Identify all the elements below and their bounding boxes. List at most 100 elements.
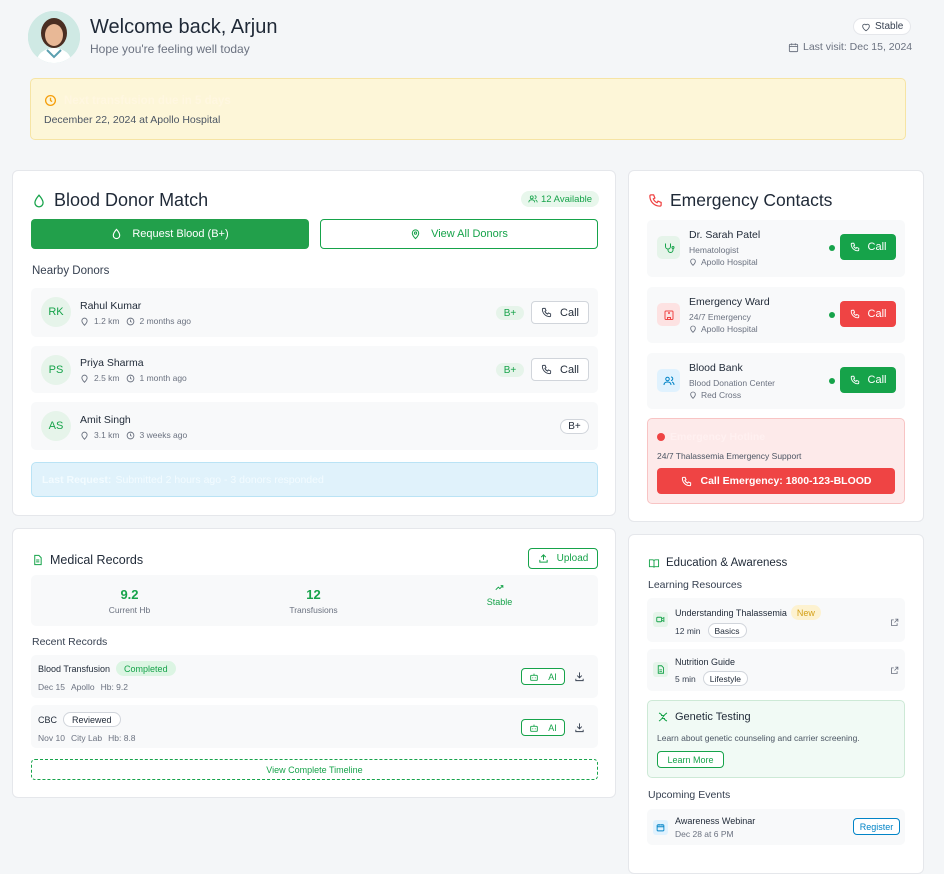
header-section: Welcome back, Arjun Hope you're feeling … xyxy=(12,0,924,156)
donor-name: Amit Singh xyxy=(80,414,131,426)
avatar xyxy=(28,11,80,63)
donor-name: Priya Sharma xyxy=(80,357,144,369)
resource-title: Nutrition Guide xyxy=(675,657,736,667)
bot-icon xyxy=(530,673,539,681)
view-all-donors-button[interactable]: View All Donors xyxy=(320,219,598,249)
external-link-icon[interactable] xyxy=(890,618,899,627)
phone-icon xyxy=(649,194,662,207)
last-request-label: Last Request: xyxy=(42,473,112,486)
upload-button[interactable]: Upload xyxy=(528,548,598,569)
bot-icon xyxy=(530,724,539,732)
genetic-title: Genetic Testing xyxy=(675,711,751,723)
resource-tag: Lifestyle xyxy=(702,671,748,686)
last-request-banner: Last Request: Submitted 2 hours ago - 3 … xyxy=(31,462,598,497)
last-visit: Last visit: Dec 15, 2024 xyxy=(788,41,912,53)
stat-trend-label: Stable xyxy=(486,597,513,607)
ai-analysis-button[interactable]: AI xyxy=(521,668,565,685)
learn-more-button[interactable]: Learn More xyxy=(657,751,724,768)
call-donor-button[interactable]: Call xyxy=(531,301,589,324)
phone-icon xyxy=(850,242,859,252)
contact-role: 24/7 Emergency xyxy=(689,312,751,322)
record-name: Blood Transfusion xyxy=(38,663,111,674)
clock-icon xyxy=(126,374,134,382)
record-name: CBC xyxy=(38,714,58,725)
donor-row: AS Amit Singh 3.1 km 3 weeks ago B+ xyxy=(31,402,598,450)
book-open-icon xyxy=(648,558,660,568)
status-badge-label: Stable xyxy=(875,21,904,32)
download-icon[interactable] xyxy=(574,722,585,733)
transfusion-alert: Next transfusion due in 5 days December … xyxy=(30,78,906,140)
donor-last-donation: 3 weeks ago xyxy=(139,430,188,440)
file-text-icon xyxy=(34,554,42,566)
map-pin-icon xyxy=(81,374,88,383)
contact-place: Red Cross xyxy=(689,390,741,400)
phone-icon xyxy=(541,364,552,375)
contact-name: Dr. Sarah Patel xyxy=(689,229,761,241)
contact-place: Apollo Hospital xyxy=(689,324,758,334)
donor-meta: 3.1 km 3 weeks ago xyxy=(80,430,187,440)
trending-up-icon xyxy=(495,585,504,591)
call-donor-button[interactable]: Call xyxy=(531,358,589,381)
hotline-title: Emergency Hotline xyxy=(670,431,766,443)
stat-hb: 9.2 Current Hb xyxy=(31,575,228,615)
droplet-icon xyxy=(34,193,44,207)
donor-distance: 3.1 km xyxy=(94,430,120,440)
donor-meta: 1.2 km 2 months ago xyxy=(80,316,191,326)
alert-detail: December 22, 2024 at Apollo Hospital xyxy=(44,114,221,126)
online-dot xyxy=(829,245,835,251)
clock-icon xyxy=(126,317,134,325)
contact-row: Emergency Ward 24/7 Emergency Apollo Hos… xyxy=(647,287,905,343)
resource-duration: 12 min xyxy=(675,625,701,636)
users-icon xyxy=(528,195,538,203)
resources-heading: Learning Resources xyxy=(648,579,742,591)
map-pin-icon xyxy=(81,317,88,326)
event-date: Dec 28 at 6 PM xyxy=(675,829,734,839)
register-button[interactable]: Register xyxy=(853,818,900,835)
stat-trend: Stable xyxy=(401,575,598,607)
dna-icon xyxy=(658,712,668,722)
records-card-title: Medical Records xyxy=(50,553,144,567)
call-emergency-ward-button[interactable]: Call xyxy=(840,301,896,327)
download-icon[interactable] xyxy=(574,671,585,682)
calendar-icon xyxy=(653,820,668,835)
last-visit-text: Last visit: Dec 15, 2024 xyxy=(803,41,913,53)
call-blood-bank-button[interactable]: Call xyxy=(840,367,896,393)
blood-group-badge: B+ xyxy=(560,419,589,434)
resource-row[interactable]: Nutrition Guide 5 min Lifestyle xyxy=(647,649,905,691)
resource-row[interactable]: Understanding Thalassemia New 12 min Bas… xyxy=(647,598,905,642)
event-name: Awareness Webinar xyxy=(675,816,756,826)
status-badge: Stable xyxy=(853,18,912,35)
view-timeline-button[interactable]: View Complete Timeline xyxy=(31,759,598,780)
emergency-card-title: Emergency Contacts xyxy=(670,190,833,210)
available-badge: 12 Available xyxy=(521,191,600,207)
record-meta: Nov 10 City Lab Hb: 8.8 xyxy=(38,733,136,743)
donor-initials: PS xyxy=(41,355,71,385)
call-doctor-button[interactable]: Call xyxy=(840,234,896,260)
available-count: 12 Available xyxy=(541,193,593,205)
view-all-donors-label: View All Donors xyxy=(431,228,508,240)
contact-role: Blood Donation Center xyxy=(689,378,776,388)
map-pin-icon xyxy=(690,258,696,266)
new-badge: New xyxy=(790,605,821,620)
stat-transfusions-value: 12 xyxy=(306,587,321,602)
external-link-icon[interactable] xyxy=(890,666,899,675)
record-status-badge: Reviewed xyxy=(63,712,121,727)
file-icon xyxy=(653,662,668,677)
resource-duration: 5 min xyxy=(675,673,696,684)
users-icon xyxy=(657,369,680,392)
online-dot xyxy=(829,312,835,318)
genetic-testing-box: Genetic Testing Learn about genetic coun… xyxy=(647,700,905,778)
emergency-contacts-card: Emergency Contacts Dr. Sarah Patel Hemat… xyxy=(628,170,924,522)
record-row: Blood Transfusion Completed Dec 15 Apoll… xyxy=(31,655,598,698)
ai-analysis-button[interactable]: AI xyxy=(521,719,565,736)
droplet-icon xyxy=(113,228,121,240)
contact-name: Emergency Ward xyxy=(689,296,770,308)
call-emergency-hotline-button[interactable]: Call Emergency: 1800-123-BLOOD xyxy=(657,468,895,494)
contact-role: Hematologist xyxy=(689,245,739,255)
page-title: Welcome back, Arjun xyxy=(90,16,278,38)
request-blood-button[interactable]: Request Blood (B+) xyxy=(31,219,309,249)
record-meta: Dec 15 Apollo Hb: 9.2 xyxy=(38,682,128,692)
map-pin-icon xyxy=(411,229,420,240)
blood-group-badge: B+ xyxy=(496,306,524,320)
stat-transfusions: 12 Transfusions xyxy=(215,575,412,615)
